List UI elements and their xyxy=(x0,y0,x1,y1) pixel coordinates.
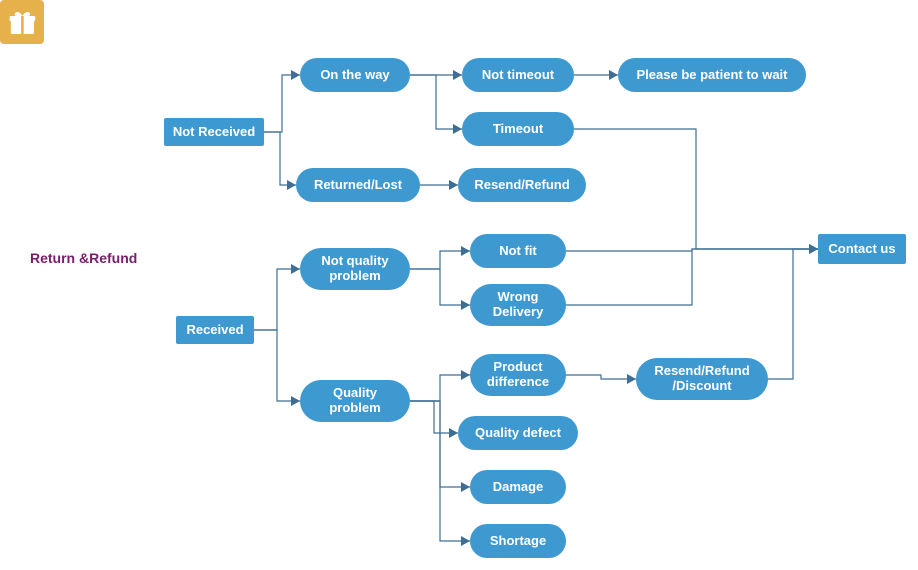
node-received: Received xyxy=(176,316,254,344)
node-rrd: Resend/Refund/Discount xyxy=(636,358,768,400)
node-resend_refund: Resend/Refund xyxy=(458,168,586,202)
node-qp: Qualityproblem xyxy=(300,380,410,422)
node-not_qp: Not qualityproblem xyxy=(300,248,410,290)
node-returned_lost: Returned/Lost xyxy=(296,168,420,202)
node-not_fit: Not fit xyxy=(470,234,566,268)
flowchart-canvas: Return &Refund Not Received Received On th… xyxy=(0,0,918,570)
node-qd: Quality defect xyxy=(458,416,578,450)
gift-icon xyxy=(0,0,44,44)
node-damage: Damage xyxy=(470,470,566,504)
node-shortage: Shortage xyxy=(470,524,566,558)
title: Return &Refund xyxy=(30,250,150,266)
node-wrong_delivery: WrongDelivery xyxy=(470,284,566,326)
node-prod_diff: Productdifference xyxy=(470,354,566,396)
node-patient: Please be patient to wait xyxy=(618,58,806,92)
node-timeout: Timeout xyxy=(462,112,574,146)
node-contact: Contact us xyxy=(818,234,906,264)
node-not_received: Not Received xyxy=(164,118,264,146)
gift-icon-svg xyxy=(7,7,38,38)
node-on_the_way: On the way xyxy=(300,58,410,92)
node-not_timeout: Not timeout xyxy=(462,58,574,92)
